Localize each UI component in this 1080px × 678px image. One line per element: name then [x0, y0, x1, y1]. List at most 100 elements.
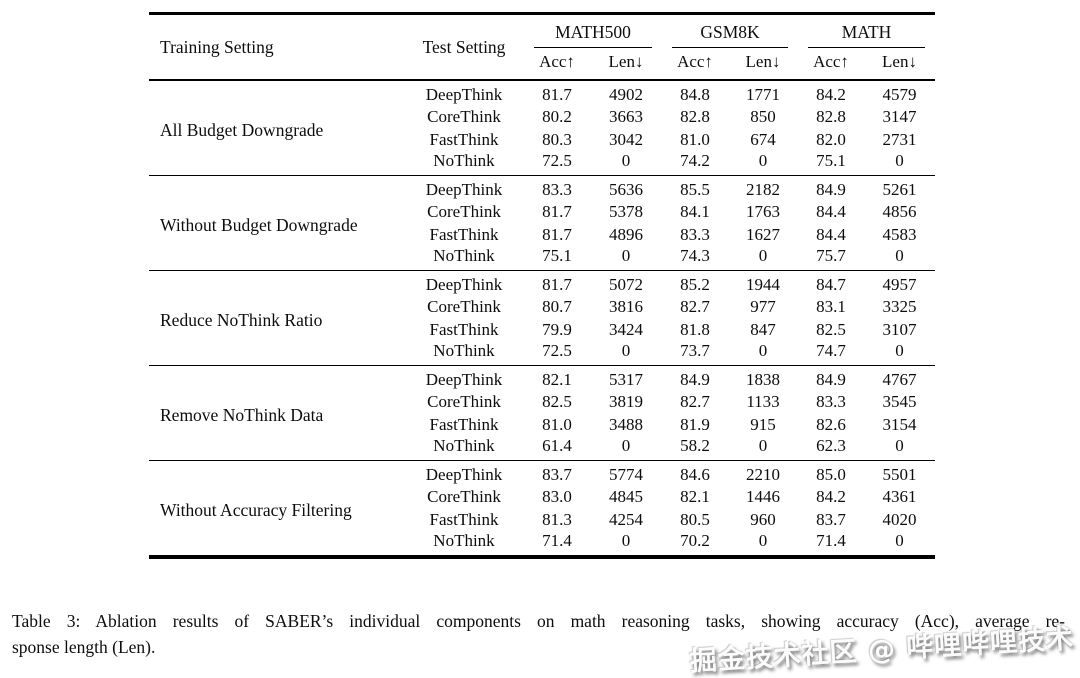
- len-value-cell: 2731: [882, 129, 917, 149]
- table-row: Without Accuracy Filtering DeepThink 83.7 5…: [149, 461, 935, 520]
- len-value-cell: 4957: [882, 275, 917, 294]
- acc-value-cell: 81.3: [542, 509, 572, 529]
- acc-value-cell: 82.6: [816, 414, 846, 434]
- acc-value-cell: 82.0: [816, 129, 846, 149]
- table-header: Training Setting Test Setting MATH500 GS…: [149, 15, 935, 80]
- training-setting-cell: Without Accuracy Filtering: [160, 499, 352, 520]
- len-value-cell: 0: [758, 436, 768, 455]
- acc-value-cell: 84.6: [680, 465, 710, 484]
- len-value-cell: 5501: [882, 465, 917, 484]
- gsm8k-group-header: GSM8K: [662, 15, 798, 48]
- acc-value-cell: 83.7: [816, 509, 846, 529]
- len-value-cell: 0: [621, 246, 631, 265]
- table-row: All Budget Downgrade DeepThink 81.7 4902 84.…: [149, 80, 935, 140]
- acc-value-cell: 83.3: [542, 180, 572, 199]
- table-row: NoThink 75.1 0 74.3 0 75.7 0: [149, 246, 935, 271]
- acc-value-cell: 73.7: [680, 341, 710, 360]
- len-value-cell: 4254: [609, 509, 643, 529]
- math-group-header: MATH: [798, 15, 935, 48]
- acc-value-cell: 80.7: [542, 296, 572, 316]
- training-setting-cell: Remove NoThink Data: [160, 404, 324, 425]
- acc-value-cell: 84.8: [680, 85, 710, 104]
- acc-value-cell: 82.1: [542, 370, 572, 389]
- acc-value-cell: 72.5: [542, 151, 572, 170]
- acc-value-cell: 82.5: [542, 391, 572, 411]
- acc-value-cell: 61.4: [542, 436, 572, 455]
- test-setting-cell: FastThink: [429, 319, 499, 339]
- len-value-cell: 674: [750, 129, 776, 149]
- acc-value-cell: 81.7: [542, 201, 572, 221]
- acc-value-cell: 84.9: [816, 370, 846, 389]
- len-value-cell: 0: [758, 151, 768, 170]
- test-setting-cell: DeepThink: [425, 465, 503, 484]
- acc-value-cell: 81.0: [680, 129, 710, 149]
- acc-value-cell: 74.2: [680, 151, 710, 170]
- table-bottom-rule: [149, 555, 935, 559]
- gsm8k-label: GSM8K: [672, 22, 788, 48]
- len-value-cell: 4361: [882, 486, 917, 506]
- acc-value-cell: 80.2: [542, 106, 572, 126]
- acc-value-cell: 74.3: [680, 246, 710, 265]
- len-value-cell: 1771: [746, 85, 780, 104]
- acc-value-cell: 82.8: [816, 106, 846, 126]
- len-value-cell: 0: [895, 436, 904, 455]
- ablation-table: Training Setting Test Setting MATH500 GS…: [149, 15, 935, 555]
- len-value-cell: 4767: [882, 370, 917, 389]
- len-value-cell: 3663: [609, 106, 643, 126]
- training-setting-cell: Reduce NoThink Ratio: [160, 309, 323, 330]
- table-row: FastThink 80.3 3042 81.0 674 82.0 2731: [149, 128, 935, 151]
- caption-line-2: sponse length (Len).: [12, 637, 156, 657]
- table-row: FastThink 81.3 4254 80.5 960 83.7 4020: [149, 508, 935, 531]
- len-value-cell: 0: [621, 436, 631, 455]
- test-setting-cell: NoThink: [433, 531, 495, 550]
- acc-value-cell: 84.2: [816, 486, 846, 506]
- test-setting-cell: NoThink: [433, 436, 495, 455]
- table-group: All Budget Downgrade DeepThink 81.7 4902 84.…: [149, 80, 935, 176]
- test-setting-cell: FastThink: [429, 414, 499, 434]
- table-caption: Table 3: Ablation results of SABER’s ind…: [12, 608, 1065, 660]
- acc-value-cell: 82.8: [680, 106, 710, 126]
- acc-value-cell: 58.2: [680, 436, 710, 455]
- len-value-cell: 1133: [746, 391, 780, 411]
- test-setting-cell: FastThink: [429, 224, 499, 244]
- len-value-cell: 0: [621, 531, 631, 550]
- acc-value-cell: 82.1: [680, 486, 710, 506]
- table-group: Reduce NoThink Ratio DeepThink 81.7 5072 85.…: [149, 270, 935, 366]
- len-value-cell: 960: [750, 509, 776, 529]
- acc-value-cell: 71.4: [816, 531, 846, 550]
- len-value-cell: 0: [895, 151, 904, 170]
- len-value-cell: 2210: [746, 465, 780, 484]
- len-value-cell: 5317: [609, 370, 643, 389]
- acc-value-cell: 72.5: [542, 341, 572, 360]
- len-value-cell: 1838: [746, 370, 780, 389]
- acc-value-cell: 84.7: [816, 275, 846, 294]
- table-row: CoreThink 80.7 3816 82.7 977 83.1 3325: [149, 295, 935, 318]
- len-value-cell: 0: [758, 531, 768, 550]
- len-value-cell: 3819: [609, 391, 643, 411]
- acc-value-cell: 84.1: [680, 201, 710, 221]
- len-value-cell: 3154: [882, 414, 917, 434]
- math500-acc-header: Acc↑: [539, 52, 575, 71]
- len-value-cell: 0: [895, 246, 904, 265]
- math500-len-header: Len↓: [608, 52, 644, 71]
- acc-value-cell: 79.9: [542, 319, 572, 339]
- len-value-cell: 4583: [882, 224, 917, 244]
- table-row: Remove NoThink Data DeepThink 82.1 5317 84.9…: [149, 366, 935, 425]
- table-group: Without Budget Downgrade DeepThink 83.3 563…: [149, 175, 935, 271]
- math-acc-header: Acc↑: [813, 52, 849, 71]
- table-row: CoreThink 81.7 5378 84.1 1763 84.4 4856: [149, 200, 935, 223]
- acc-value-cell: 75.7: [816, 246, 846, 265]
- acc-value-cell: 83.0: [542, 486, 572, 506]
- len-value-cell: 1944: [746, 275, 780, 294]
- table-row: Reduce NoThink Ratio DeepThink 81.7 5072 85.…: [149, 271, 935, 330]
- test-setting-cell: CoreThink: [427, 201, 501, 221]
- len-value-cell: 3488: [609, 414, 643, 434]
- acc-value-cell: 80.3: [542, 129, 572, 149]
- acc-value-cell: 84.9: [816, 180, 846, 199]
- acc-value-cell: 85.5: [680, 180, 710, 199]
- len-value-cell: 3816: [609, 296, 643, 316]
- acc-value-cell: 82.7: [680, 296, 710, 316]
- acc-value-cell: 75.1: [542, 246, 572, 265]
- acc-value-cell: 83.3: [816, 391, 846, 411]
- len-value-cell: 1763: [746, 201, 780, 221]
